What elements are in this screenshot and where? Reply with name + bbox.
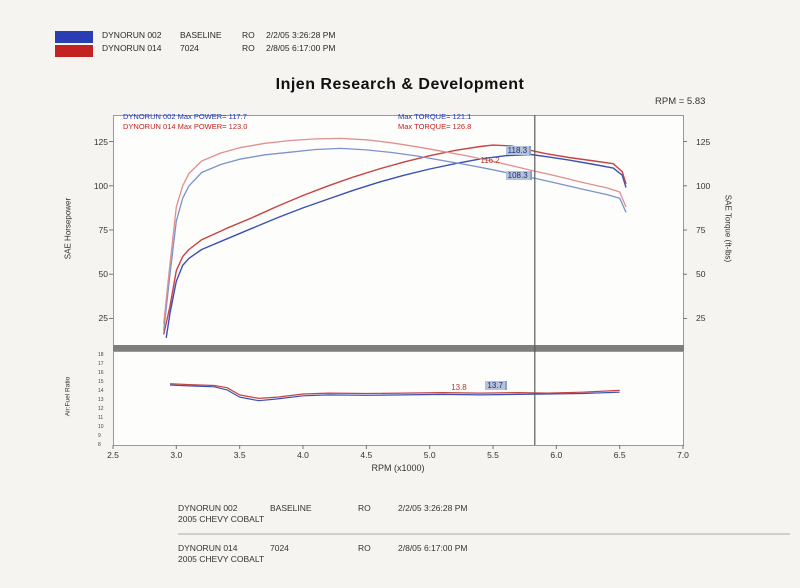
afr-axis-tick: 9 [98, 433, 101, 440]
afr-cursor-value-label: 13.7 [485, 380, 507, 390]
run-ro: RO [358, 543, 371, 553]
y-axis-tick-right: 100 [696, 180, 711, 191]
afr-axis-tick: 14 [98, 388, 104, 395]
cursor-rpm-readout: RPM = 5.83 [655, 96, 706, 107]
y-axis-tick-left: 100 [93, 180, 108, 191]
run-datetime: 2/8/05 6:17:00 PM [398, 543, 468, 553]
run-002-color-swatch [55, 31, 93, 43]
run-014-color-swatch [55, 45, 93, 57]
run-datetime: 2/2/05 3:26:28 PM [266, 30, 336, 40]
header-run-row: DYNORUN 002 BASELINE RO 2/2/05 3:26:28 P… [102, 29, 335, 42]
plot-legend-entry: DYNORUN 014 Max POWER= 123.0 [123, 122, 248, 131]
cursor-value-label: 116.2 [480, 156, 500, 165]
run-desc: 7024 [270, 543, 289, 553]
afr-axis-tick: 8 [98, 442, 101, 448]
x-axis-tick: 5.5 [487, 450, 499, 460]
vehicle-label: 2005 CHEVY COBALT [178, 514, 265, 524]
run-datetime: 2/2/05 3:26:28 PM [398, 503, 468, 513]
y-axis-tick-right: 125 [696, 136, 711, 147]
footer-separator [178, 533, 790, 535]
curve-torque-dynorun-014 [163, 137, 627, 324]
run-desc: 7024 [180, 43, 199, 53]
x-axis-tick: 6.0 [550, 450, 563, 460]
afr-axis-tick: 16 [98, 370, 104, 377]
afr-cursor-value-label: 13.8 [451, 383, 467, 393]
x-axis-tick: 2.5 [107, 450, 119, 460]
footer-run-details: DYNORUN 002 BASELINE RO 2/2/05 3:26:28 P… [178, 503, 790, 567]
x-axis-tick: 4.5 [360, 450, 373, 460]
curve-horsepower-dynorun-014 [163, 144, 627, 335]
header-run-legend: DYNORUN 002 BASELINE RO 2/2/05 3:26:28 P… [55, 29, 335, 57]
afr-axis-tick: 12 [98, 406, 104, 413]
y-axis-tick-left: 25 [98, 313, 108, 324]
afr-axis-tick: 17 [98, 361, 104, 368]
afr-axis-tick: 13 [98, 397, 104, 404]
x-axis-tick: 6.5 [613, 450, 626, 460]
x-axis-tick: 5.0 [423, 450, 436, 460]
y-axis-tick-right: 50 [696, 269, 706, 280]
run-color-swatches [55, 29, 93, 57]
x-axis-tick: 7.0 [677, 450, 689, 460]
afr-axis-tick: 15 [98, 379, 104, 386]
run-ro: RO [358, 503, 371, 513]
footer-run-row: DYNORUN 014 7024 RO 2/8/05 6:17:00 PM [178, 543, 790, 554]
run-ro: RO [242, 43, 255, 53]
run-desc: BASELINE [180, 30, 222, 40]
x-axis-title-rpm: RPM (x1000) [371, 463, 425, 473]
cursor-value-label: 108.3 [505, 171, 532, 181]
vehicle-label: 2005 CHEVY COBALT [178, 554, 265, 564]
header-run-row: DYNORUN 014 7024 RO 2/8/05 6:17:00 PM [102, 42, 335, 55]
y-axis-tick-right: 25 [696, 313, 706, 324]
run-desc: BASELINE [270, 503, 312, 513]
plot-legend-entry: Max TORQUE= 121.1 [398, 112, 472, 121]
x-axis-tick: 4.0 [297, 450, 309, 460]
y-axis-tick-left: 125 [93, 136, 108, 147]
run-name: DYNORUN 002 [178, 503, 238, 513]
afr-axis-tick: 10 [98, 424, 104, 431]
run-name: DYNORUN 014 [102, 43, 162, 53]
curve-afr-dynorun-014 [169, 383, 620, 399]
run-ro: RO [242, 30, 255, 40]
curve-horsepower-dynorun-002 [165, 153, 627, 339]
y-axis-tick-right: 75 [696, 225, 706, 235]
run-datetime: 2/8/05 6:17:00 PM [266, 43, 336, 53]
afr-axis-tick: 18 [98, 352, 104, 359]
plot-divider [113, 345, 684, 351]
run-name: DYNORUN 014 [178, 543, 238, 553]
page-title: Injen Research & Development [275, 76, 525, 93]
x-axis-tick: 3.0 [170, 450, 183, 460]
cursor-value-label: 118.3 [505, 145, 532, 155]
afr-plot [113, 351, 684, 446]
curve-afr-dynorun-002 [169, 384, 620, 402]
y-axis-tick-left: 50 [98, 269, 108, 280]
y-axis-tick-left: 75 [98, 225, 108, 235]
x-axis-tick: 3.5 [233, 450, 246, 460]
curve-torque-dynorun-002 [163, 147, 627, 331]
afr-axis-tick: 11 [98, 415, 104, 422]
footer-run-row: DYNORUN 002 BASELINE RO 2/2/05 3:26:28 P… [178, 503, 790, 514]
run-name: DYNORUN 002 [102, 30, 162, 40]
plot-legend-entry: DYNORUN 002 Max POWER= 117.7 [123, 112, 247, 121]
plot-legend-entry: Max TORQUE= 126.8 [398, 122, 472, 131]
